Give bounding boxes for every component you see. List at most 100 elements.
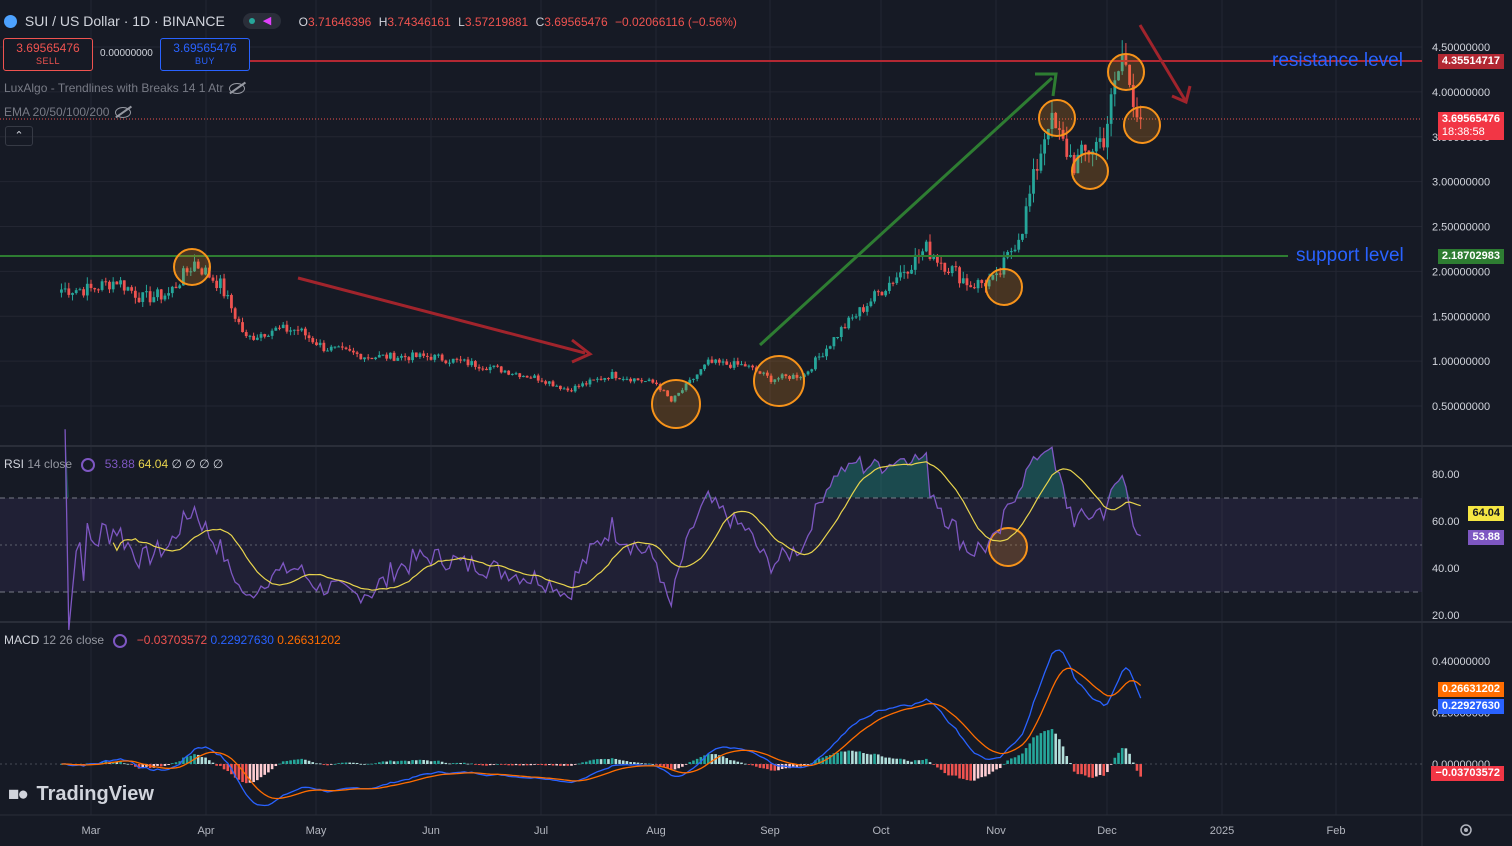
candle [873,289,876,304]
macd-histogram-bar [1028,743,1032,764]
hidden-eye-icon[interactable] [229,83,246,95]
macd-histogram-bar [814,760,817,764]
macd-settings-icon[interactable] [113,633,128,648]
macd-histogram-bar [1039,733,1043,764]
candle [78,287,82,291]
candle [1076,148,1080,174]
macd-histogram-bar [470,763,473,765]
ohlc-open: 3.71646396 [307,15,372,29]
macd-histogram-bar [514,764,518,766]
rsi-ma-value: 64.04 [138,457,169,471]
macd-histogram-bar [341,762,344,764]
sui-coin-icon [4,15,17,28]
downtrend-arrow-head [571,338,593,364]
tradingview-logo[interactable]: ■● TradingView [8,783,154,806]
candle [248,334,252,340]
hidden-eye-icon[interactable] [115,107,132,119]
candle [340,342,344,351]
uptrend-arrow-head [1035,72,1058,97]
time-tick-label: Feb [1327,825,1346,837]
macd-histogram-bar [1109,764,1113,765]
candle [74,287,78,295]
macd-histogram-bar [703,755,706,764]
candle [559,385,562,391]
macd-histogram-bar [1102,764,1106,776]
candle [610,369,614,379]
luxalgo-indicator-legend[interactable]: LuxAlgo - Trendlines with Breaks 14 1 At… [4,81,246,95]
macd-histogram-bar [352,762,355,764]
candle [200,267,204,276]
resistance-price-tag: 4.35514717 [1437,54,1504,69]
candle [581,381,584,388]
candle [1039,144,1043,174]
candle [732,357,736,370]
macd-histogram-bar [244,764,248,784]
candle [289,327,292,336]
macd-histogram-bar [215,764,218,766]
macd-histogram-bar [603,758,607,764]
candle [921,248,925,261]
macd-histogram-bar [773,764,777,771]
macd-histogram-bar [381,761,385,764]
macd-histogram-bar [629,762,632,764]
macd-histogram-bar [758,764,762,768]
candle [311,336,315,344]
macd-histogram-bar [1113,757,1117,764]
macd-histogram-bar [766,764,769,770]
rsi-settings-icon[interactable] [81,457,96,472]
candle [281,321,285,329]
candle [303,326,307,340]
macd-histogram-bar [832,753,836,764]
candle [226,290,230,300]
candle [562,386,566,390]
candle [651,378,655,384]
ema-indicator-legend[interactable]: EMA 20/50/100/200 [4,105,132,119]
settings-gear-icon[interactable] [1460,824,1472,836]
candle [570,388,573,393]
candle [688,377,692,384]
symbol-legend[interactable]: SUI / US Dollar · 1D · BINANCE ◀ O3.7164… [4,13,737,29]
macd-histogram-bar [178,761,182,764]
candle [1032,158,1035,203]
rsi-tick-label: 60.00 [1432,516,1460,528]
price-tick-label: 1.00000000 [1432,356,1490,368]
macd-histogram-bar [525,764,529,766]
candle [536,373,540,383]
macd-legend[interactable]: MACD 12 26 close −0.03703572 0.22927630 … [4,633,341,648]
rsi-legend[interactable]: RSI 14 close 53.88 64.04 ∅ ∅ ∅ ∅ [4,457,223,472]
candle [215,275,219,292]
candle [747,364,751,369]
candle [244,329,248,338]
macd-histogram-bar [344,762,348,764]
candle [374,356,377,361]
candle [584,380,588,387]
candle [858,306,862,321]
candle [784,373,788,379]
macd-histogram-bar [329,764,333,765]
candle [455,357,459,363]
sell-button[interactable]: 3.69565476 SELL [3,38,93,71]
candle [1050,100,1054,138]
macd-histogram-bar [677,764,680,769]
price-tick-label: 3.00000000 [1432,177,1490,189]
macd-histogram-bar [315,763,318,765]
candle [141,292,145,308]
candle [218,274,222,294]
candle [640,377,644,384]
macd-histogram-bar [348,762,352,764]
rsi-tick-label: 20.00 [1432,610,1460,622]
macd-histogram-bar [137,764,141,769]
market-status-icon[interactable]: ◀ [242,13,281,29]
macd-histogram-bar [1013,757,1017,764]
macd-histogram-bar [1117,752,1120,764]
candle [902,264,906,279]
candle [1106,116,1109,160]
buy-button[interactable]: 3.69565476 BUY [160,38,250,71]
collapse-legend-button[interactable]: ⌃ [5,126,33,146]
time-tick-label: Mar [82,825,101,837]
candle [632,378,636,384]
candle [108,280,111,294]
macd-histogram-bar [440,761,444,764]
candle [599,375,603,381]
